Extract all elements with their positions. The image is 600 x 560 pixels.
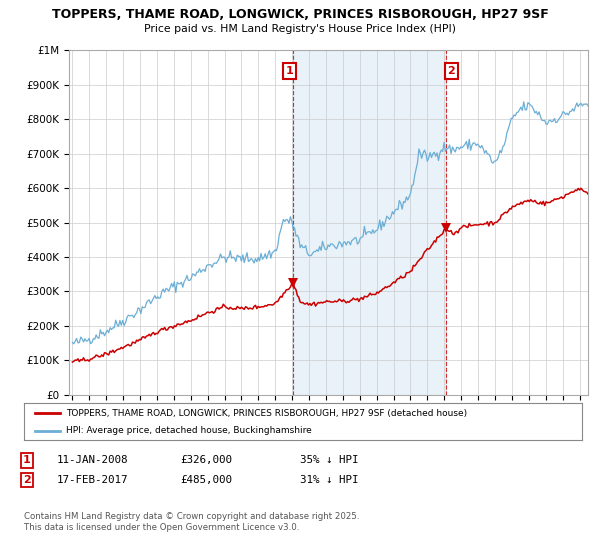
Text: TOPPERS, THAME ROAD, LONGWICK, PRINCES RISBOROUGH, HP27 9SF (detached house): TOPPERS, THAME ROAD, LONGWICK, PRINCES R… [66, 409, 467, 418]
Text: 11-JAN-2008: 11-JAN-2008 [57, 455, 128, 465]
Text: 2: 2 [448, 66, 455, 76]
Text: Contains HM Land Registry data © Crown copyright and database right 2025.
This d: Contains HM Land Registry data © Crown c… [24, 512, 359, 532]
Text: 35% ↓ HPI: 35% ↓ HPI [300, 455, 359, 465]
Text: TOPPERS, THAME ROAD, LONGWICK, PRINCES RISBOROUGH, HP27 9SF: TOPPERS, THAME ROAD, LONGWICK, PRINCES R… [52, 8, 548, 21]
Text: 17-FEB-2017: 17-FEB-2017 [57, 475, 128, 485]
Text: £326,000: £326,000 [180, 455, 232, 465]
Bar [293, 50, 446, 395]
Text: 2: 2 [23, 475, 31, 485]
Text: Price paid vs. HM Land Registry's House Price Index (HPI): Price paid vs. HM Land Registry's House … [144, 24, 456, 34]
Text: 31% ↓ HPI: 31% ↓ HPI [300, 475, 359, 485]
Text: 1: 1 [23, 455, 31, 465]
Text: HPI: Average price, detached house, Buckinghamshire: HPI: Average price, detached house, Buck… [66, 426, 311, 435]
Text: 1: 1 [286, 66, 293, 76]
Text: £485,000: £485,000 [180, 475, 232, 485]
